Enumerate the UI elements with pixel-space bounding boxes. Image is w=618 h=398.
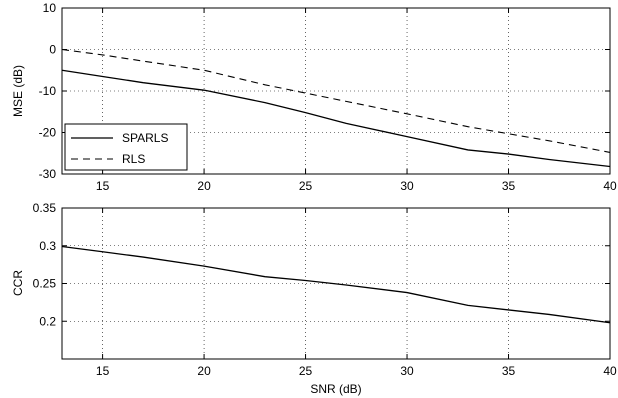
ccr-x-tick-label: 30 (400, 364, 414, 378)
mse-y-tick-label: 0 (49, 43, 56, 57)
mse-series-line-sparls (61, 69, 611, 168)
ccr-x-tick-label: 40 (603, 364, 617, 378)
mse-y-axis-label: MSE (dB) (11, 65, 25, 117)
ccr-plot: 15 20 25 30 35 40 0.2 0.25 0.3 0.35 CCR SNR (dB) (11, 201, 617, 396)
ccr-x-axis-label: SNR (dB) (310, 382, 361, 396)
ccr-y-tick-label: 0.35 (33, 201, 57, 215)
legend-label-rls: RLS (122, 152, 145, 166)
legend-box (64, 123, 188, 171)
ccr-x-tick-label: 25 (299, 364, 313, 378)
mse-x-tick-label: 20 (197, 179, 211, 193)
ccr-y-tick-label: 0.3 (39, 239, 56, 253)
ccr-y-tick-label: 0.2 (39, 314, 56, 328)
mse-plot: 15 20 25 30 35 40 -30 -20 -10 0 10 MSE (dB) SPARLS… (11, 1, 617, 193)
mse-grid (62, 8, 610, 174)
ccr-ticks: 15 20 25 30 35 40 0.2 0.25 0.3 0.35 (33, 201, 617, 378)
mse-y-tick-label: 10 (43, 1, 57, 15)
mse-y-tick-label: -30 (39, 167, 57, 181)
mse-x-tick-label: 40 (603, 179, 617, 193)
mse-x-tick-label: 30 (400, 179, 414, 193)
ccr-x-tick-label: 15 (96, 364, 110, 378)
legend-label-sparls: SPARLS (122, 131, 168, 145)
ccr-x-tick-label: 20 (197, 364, 211, 378)
ccr-series-line-1 (61, 245, 611, 324)
ccr-x-tick-label: 35 (502, 364, 516, 378)
mse-series (61, 48, 611, 168)
mse-ticks: 15 20 25 30 35 40 -30 -20 -10 0 10 (39, 1, 617, 193)
mse-series-line-rls (61, 48, 611, 153)
ccr-grid (62, 208, 610, 359)
legend: SPARLS RLS (64, 123, 188, 171)
ccr-y-axis-label: CCR (11, 270, 25, 296)
mse-y-tick-label: -10 (39, 84, 57, 98)
mse-x-tick-label: 35 (502, 179, 516, 193)
ccr-y-tick-label: 0.25 (33, 277, 57, 291)
mse-x-tick-label: 15 (96, 179, 110, 193)
mse-y-tick-label: -20 (39, 126, 57, 140)
mse-x-tick-label: 25 (299, 179, 313, 193)
ccr-series (61, 245, 611, 324)
